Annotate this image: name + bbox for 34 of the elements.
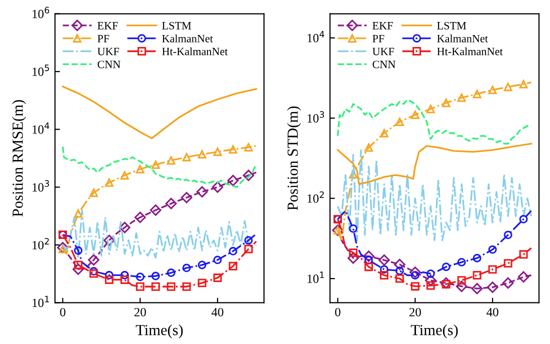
y-axis-title: Position STD(m) xyxy=(287,106,301,210)
legend-label: KalmanNet xyxy=(437,34,488,42)
legend-label: PF xyxy=(98,34,110,42)
y-tick-label: 10$^{4}$ xyxy=(308,31,324,42)
legend-label: LSTM xyxy=(437,22,466,30)
y-tick-label: 10$^{1}$ xyxy=(308,272,324,283)
legend-label: KalmanNet xyxy=(162,34,213,42)
y-tick-label: 10$^{2}$ xyxy=(32,238,49,250)
legend-label: EKF xyxy=(372,22,393,30)
legend-label: Ht-KalmanNet xyxy=(162,47,228,56)
x-tick-label: 0 xyxy=(335,308,340,316)
legend-label: CNN xyxy=(372,60,396,68)
legend-label: EKF xyxy=(98,22,118,30)
legend-label: PF xyxy=(372,34,384,42)
y-tick-label: 10$^{5}$ xyxy=(32,64,49,76)
legend-label: Ht-KalmanNet xyxy=(437,47,503,56)
legend-label: UKF xyxy=(372,48,394,56)
y-tick-label: 10$^{4}$ xyxy=(32,122,50,134)
y-tick-label: 10$^{6}$ xyxy=(32,6,50,18)
x-tick-label: 20 xyxy=(134,308,146,316)
x-tick-label: 0 xyxy=(60,308,66,316)
x-axis-title: Time(s) xyxy=(136,324,183,338)
legend-label: LSTM xyxy=(162,22,192,30)
x-axis-title: Time(s) xyxy=(410,324,458,338)
legend-label: CNN xyxy=(98,60,120,68)
x-tick-label: 20 xyxy=(409,308,421,316)
y-tick-label: 10$^{2}$ xyxy=(308,191,324,203)
y-tick-label: 10$^{3}$ xyxy=(32,180,49,192)
x-tick-label: 40 xyxy=(212,308,224,316)
y-tick-label: 10$^{1}$ xyxy=(32,296,49,308)
x-tick-label: 40 xyxy=(486,308,498,316)
legend-label: UKF xyxy=(97,48,120,56)
y-tick-label: 10$^{3}$ xyxy=(308,111,324,123)
y-axis-title: Position RMSE(m) xyxy=(12,100,26,217)
